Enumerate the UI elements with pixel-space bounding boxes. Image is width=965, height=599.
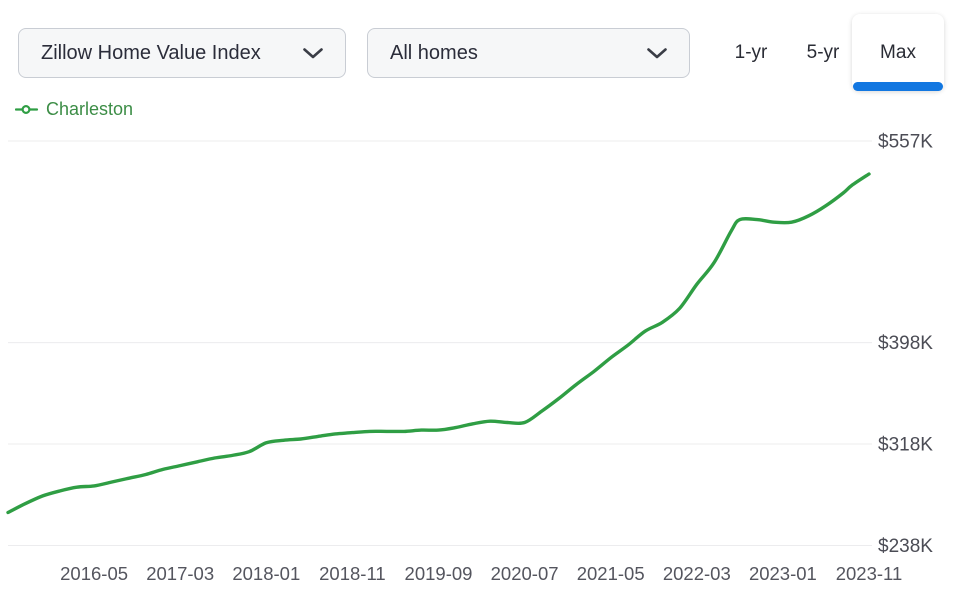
- x-tick-label: 2022-03: [663, 563, 731, 584]
- x-tick-label: 2020-07: [491, 563, 559, 584]
- y-tick-label: $398K: [878, 333, 933, 354]
- chevron-down-icon: [647, 47, 667, 58]
- tab-5yr[interactable]: 5-yr: [794, 28, 852, 78]
- y-axis-labels: $557K $398K $318K $238K: [878, 132, 933, 558]
- series-marker-icon: [15, 104, 39, 115]
- tab-1yr[interactable]: 1-yr: [722, 28, 780, 78]
- x-tick-label: 2021-05: [577, 563, 645, 584]
- y-tick-label: $238K: [878, 536, 933, 557]
- metric-dropdown[interactable]: Zillow Home Value Index: [18, 28, 346, 78]
- y-tick-label: $318K: [878, 435, 933, 456]
- home-value-line-chart[interactable]: $557K $398K $318K $238K 2016-05 2017-03 2018-…: [0, 125, 965, 599]
- x-tick-label: 2023-11: [836, 563, 903, 584]
- charleston-series-line: [6, 172, 871, 515]
- x-tick-label: 2023-01: [749, 563, 817, 584]
- legend-series-label: Charleston: [46, 99, 134, 119]
- gridlines: [8, 140, 872, 546]
- x-axis-labels: 2016-05 2017-03 2018-01 2018-11 2019-09 2020-…: [60, 563, 902, 584]
- x-tick-label: 2019-09: [405, 563, 473, 584]
- chevron-down-icon: [303, 47, 323, 58]
- y-tick-label: $557K: [878, 132, 933, 153]
- x-tick-label: 2018-11: [319, 563, 386, 584]
- tab-max-label: Max: [880, 41, 916, 63]
- x-tick-label: 2017-03: [146, 563, 214, 584]
- x-tick-label: 2016-05: [60, 563, 128, 584]
- home-type-dropdown-value: All homes: [390, 41, 478, 64]
- active-tab-indicator: [853, 82, 943, 91]
- home-type-dropdown[interactable]: All homes: [367, 28, 690, 78]
- x-tick-label: 2018-01: [232, 563, 300, 584]
- metric-dropdown-value: Zillow Home Value Index: [41, 41, 261, 64]
- legend-item-charleston[interactable]: Charleston: [15, 99, 133, 120]
- tab-max[interactable]: Max: [852, 14, 944, 91]
